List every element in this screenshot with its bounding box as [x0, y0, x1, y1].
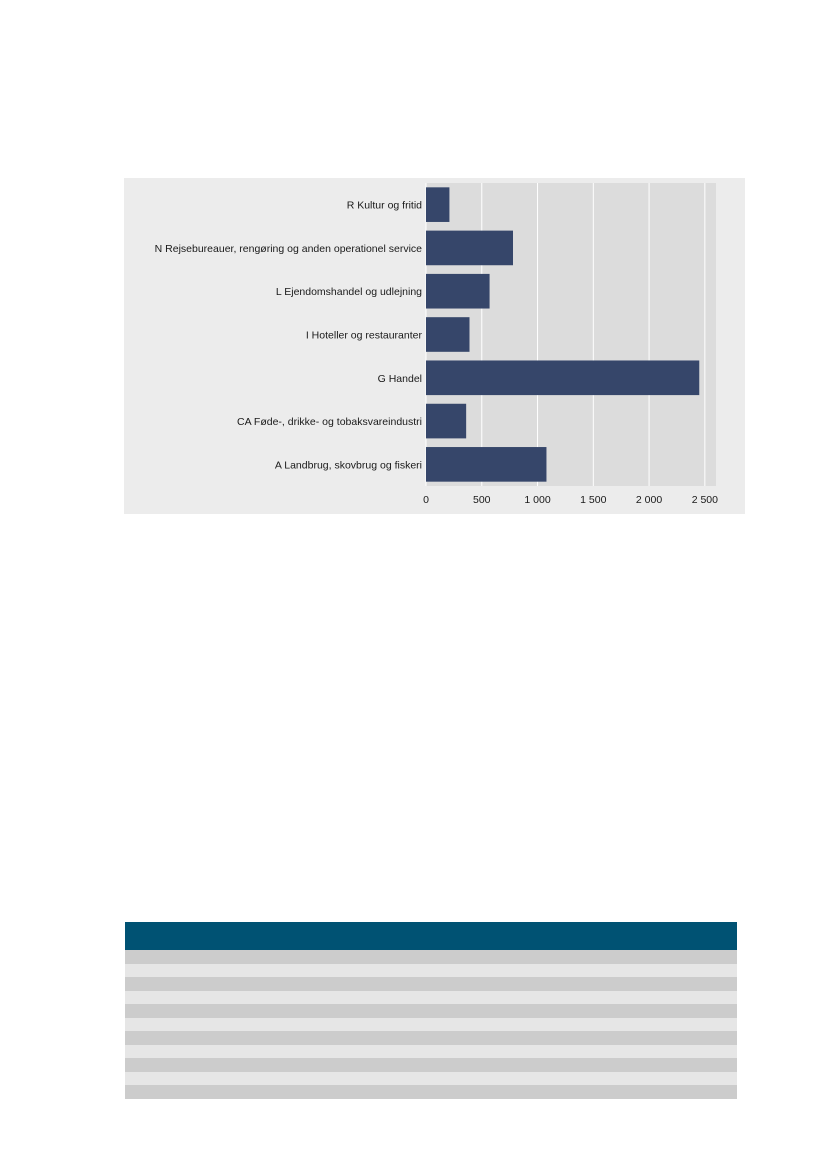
bar [426, 187, 450, 222]
table-header-cell [527, 922, 737, 950]
table-row [125, 1044, 737, 1059]
table-row [125, 990, 737, 1005]
table-cell [125, 1072, 375, 1086]
table-cell [125, 964, 375, 978]
bar [426, 317, 470, 352]
category-label: N Rejsebureauer, rengøring og anden oper… [155, 243, 422, 255]
table-cell [125, 991, 375, 1005]
table-cell [375, 1018, 527, 1032]
table-cell [527, 950, 737, 964]
table-cell [527, 964, 737, 978]
table-row [125, 1085, 737, 1099]
bar [426, 360, 700, 396]
table-cell [527, 1031, 737, 1045]
bar [426, 273, 490, 309]
x-tick-label: 1 000 [524, 494, 550, 506]
table-cell [375, 1058, 527, 1072]
table-cell [125, 1085, 375, 1099]
table-cell [125, 1018, 375, 1032]
bar-chart: R Kultur og fritid N Rejsebureauer, rengø… [155, 183, 718, 506]
table-row [125, 1017, 737, 1032]
table-cell [125, 1058, 375, 1072]
category-label: G Handel [378, 373, 422, 385]
table-cell [375, 964, 527, 978]
table-cell [527, 1045, 737, 1059]
table-cell [375, 1072, 527, 1086]
bar [426, 447, 547, 482]
table-body [125, 950, 737, 1099]
table-row [125, 1031, 737, 1045]
category-labels: R Kultur og fritid N Rejsebureauer, rengø… [155, 200, 423, 472]
bars [426, 187, 700, 482]
table-row [125, 1058, 737, 1072]
chart-panel: R Kultur og fritid N Rejsebureauer, rengø… [124, 178, 745, 514]
table-header-cell [375, 922, 527, 950]
table-header-cell [125, 922, 375, 950]
category-label: I Hoteller og restauranter [306, 330, 423, 342]
x-tick-label: 500 [473, 494, 491, 506]
table-cell [375, 950, 527, 964]
category-label: A Landbrug, skovbrug og fiskeri [275, 459, 422, 471]
table-cell [375, 1031, 527, 1045]
table-cell [375, 1085, 527, 1099]
bar [426, 403, 467, 439]
table-cell [527, 991, 737, 1005]
table-cell [375, 1045, 527, 1059]
x-tick-label: 0 [423, 494, 429, 506]
table-cell [125, 977, 375, 991]
table-cell [527, 1018, 737, 1032]
table-cell [527, 1085, 737, 1099]
table-cell [375, 977, 527, 991]
table-cell [125, 1031, 375, 1045]
table-row [125, 1071, 737, 1086]
table-row [125, 963, 737, 978]
table-header [125, 922, 737, 950]
table-cell [527, 1058, 737, 1072]
table-row [125, 977, 737, 991]
x-tick-label: 2 500 [692, 494, 718, 506]
table-cell [527, 1004, 737, 1018]
table-cell [527, 1072, 737, 1086]
x-tick-label: 1 500 [580, 494, 606, 506]
data-table [125, 922, 737, 1099]
table-row [125, 950, 737, 964]
table-cell [375, 991, 527, 1005]
table-cell [125, 1004, 375, 1018]
category-label: R Kultur og fritid [347, 200, 422, 212]
x-tick-label: 2 000 [636, 494, 662, 506]
table-cell [527, 977, 737, 991]
table-cell [375, 1004, 527, 1018]
bar [426, 230, 513, 266]
table-cell [125, 950, 375, 964]
category-label: CA Føde-, drikke- og tobaksvareindustri [237, 416, 422, 428]
table-row [125, 1004, 737, 1018]
x-axis-tick-labels: 0 500 1 000 1 500 2 000 2 500 [423, 494, 718, 506]
table-cell [125, 1045, 375, 1059]
category-label: L Ejendomshandel og udlejning [276, 286, 422, 298]
